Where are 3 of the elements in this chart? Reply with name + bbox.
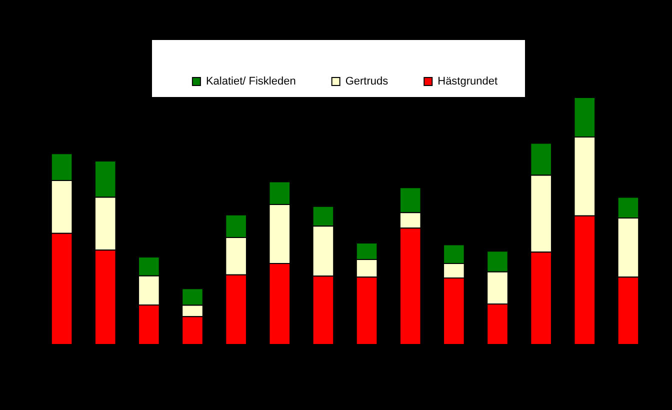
legend-label: Hästgrundet	[438, 76, 498, 88]
legend-label: Kalatiet/ Fiskleden	[206, 76, 296, 88]
legend-label: Gertruds	[345, 76, 389, 88]
